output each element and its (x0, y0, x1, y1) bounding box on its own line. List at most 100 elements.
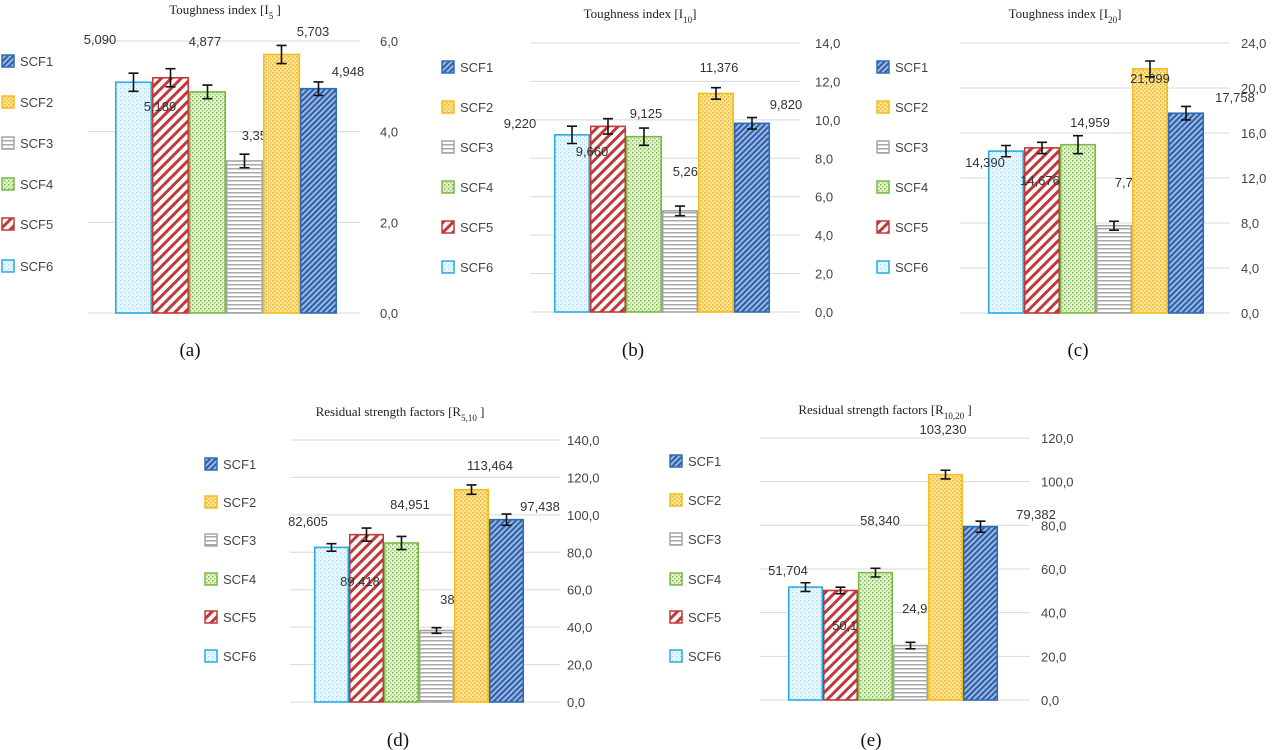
bar-scf3 (1095, 224, 1133, 314)
y-tick-label: 80,0 (1041, 518, 1066, 533)
data-label: 14,959 (1070, 115, 1110, 130)
panel-caption: (d) (387, 730, 409, 750)
y-tick-label: 4,0 (380, 125, 398, 140)
error-bar (747, 116, 757, 130)
error-bar (639, 127, 649, 147)
bar-scf2 (262, 53, 301, 314)
error-bar (326, 542, 337, 552)
title-main: Toughness index [I (584, 6, 683, 21)
legend-swatch-scf2 (669, 493, 683, 507)
legend-swatch-scf4 (441, 180, 455, 194)
error-bar (1109, 220, 1119, 232)
bar-scf2 (697, 92, 735, 313)
data-label: 14,390 (965, 155, 1005, 170)
legend-swatch-scf1 (669, 454, 683, 468)
legend-swatch-scf6 (669, 649, 683, 663)
chart-title: Toughness index [I10] (584, 6, 697, 25)
data-label: 97,438 (520, 499, 560, 514)
y-tick-label: 40,0 (567, 620, 592, 635)
data-label: 9,125 (630, 106, 663, 121)
bar-scf4 (1059, 143, 1097, 314)
legend-label: SCF1 (895, 60, 928, 75)
y-tick-label: 4,0 (1241, 261, 1259, 276)
error-bar (905, 641, 916, 650)
legend-swatch-scf2 (204, 495, 218, 509)
data-label: 79,382 (1016, 507, 1056, 522)
bar-scf3 (225, 160, 264, 314)
bar-scf6 (787, 586, 824, 701)
y-tick-label: 0,0 (815, 305, 833, 320)
bar-scf5 (348, 533, 385, 703)
bar-scf6 (987, 150, 1025, 314)
data-label: 11,376 (700, 60, 739, 75)
error-bar (1145, 60, 1155, 78)
bar-scf3 (661, 210, 699, 313)
legend-swatch-scf1 (204, 457, 218, 471)
legend-label: SCF2 (20, 95, 53, 110)
legend-swatch-scf2 (1, 95, 15, 109)
y-tick-label: 0,0 (567, 695, 585, 710)
bar-scf2 (927, 473, 964, 701)
y-tick-label: 100,0 (1041, 475, 1074, 490)
bar-scf1 (1167, 112, 1205, 314)
legend-label: SCF3 (895, 140, 928, 155)
bar-scf4 (857, 571, 894, 701)
y-tick-label: 4,0 (815, 228, 833, 243)
panel-caption: (e) (860, 730, 881, 750)
error-bar (603, 117, 613, 135)
data-label: 9,820 (770, 97, 803, 112)
y-tick-label: 24,0 (1241, 36, 1266, 51)
y-tick-label: 8,0 (815, 151, 833, 166)
y-tick-label: 14,0 (815, 36, 840, 51)
legend-label: SCF1 (223, 457, 256, 472)
legend-label: SCF2 (223, 495, 256, 510)
y-tick-label: 12,0 (1241, 171, 1266, 186)
y-tick-label: 20,0 (1241, 81, 1266, 96)
bar-scf4 (188, 91, 227, 314)
error-bar (711, 86, 721, 100)
legend-swatch-scf4 (1, 177, 15, 191)
legend-label: SCF2 (688, 493, 721, 508)
bar-scf4 (383, 542, 420, 703)
title-main: Residual strength factors [R (316, 404, 462, 419)
legend-label: SCF5 (20, 217, 53, 232)
title-end: ] (477, 404, 485, 419)
legend-label: SCF1 (20, 54, 53, 69)
data-label: 5,264 (673, 164, 706, 179)
error-bar (239, 153, 250, 169)
error-bar (1181, 105, 1191, 121)
title-subscript: 20 (1108, 15, 1118, 25)
error-bar (313, 81, 324, 97)
error-bar (501, 513, 512, 527)
data-label: 51,704 (768, 563, 808, 578)
bar-scf4 (625, 135, 663, 313)
legend-swatch-scf5 (441, 220, 455, 234)
chart-title: Toughness index [I5 ] (169, 2, 281, 21)
legend-swatch-scf2 (876, 100, 890, 114)
data-label: 82,605 (288, 514, 328, 529)
legend-label: SCF6 (20, 259, 53, 274)
bar-scf3 (418, 629, 455, 703)
data-label: 103,230 (920, 422, 967, 437)
y-tick-label: 2,0 (380, 215, 398, 230)
legend-swatch-scf3 (441, 140, 455, 154)
title-subscript: 10 (683, 15, 693, 25)
y-tick-label: 60,0 (1041, 562, 1066, 577)
error-bar (800, 581, 811, 593)
title-subscript: 5 (269, 11, 274, 21)
legend-swatch-scf6 (204, 649, 218, 663)
bar-scf1 (488, 518, 525, 703)
legend-label: SCF5 (460, 220, 493, 235)
data-label: 89,418 (340, 574, 380, 589)
bar-scf1 (733, 122, 771, 313)
legend-label: SCF1 (688, 454, 721, 469)
y-tick-label: 12,0 (815, 74, 840, 89)
bar-scf3 (892, 644, 929, 701)
data-label: 4,877 (189, 34, 222, 49)
title-subscript: 5,10 (461, 413, 477, 423)
y-tick-label: 20,0 (1041, 649, 1066, 664)
chart-e: Residual strength factors [R10,20 ] 0,0 20… (669, 402, 1074, 750)
title-main: Toughness index [I (169, 2, 268, 17)
legend-label: SCF3 (223, 533, 256, 548)
